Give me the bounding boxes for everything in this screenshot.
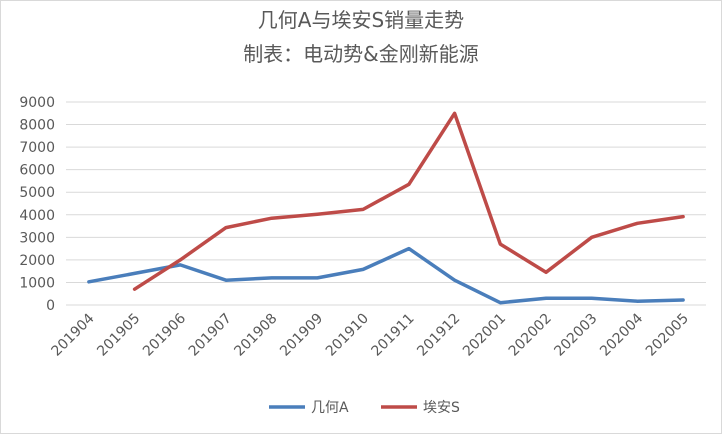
x-tick-label: 201907 bbox=[186, 311, 235, 360]
series-2 bbox=[132, 111, 685, 291]
x-tick-label: 202004 bbox=[597, 310, 646, 359]
x-tick-label: 202001 bbox=[460, 311, 509, 360]
x-tick-label: 201909 bbox=[277, 311, 326, 360]
x-tick-label: 202002 bbox=[506, 311, 555, 360]
y-tick-label: 4000 bbox=[19, 208, 55, 224]
x-axis: 2019042019052019062019072019082019092019… bbox=[49, 310, 692, 359]
chart-title: 几何A与埃安S销量走势 bbox=[257, 8, 465, 32]
x-tick-label: 201906 bbox=[140, 310, 189, 359]
y-tick-label: 2000 bbox=[19, 253, 55, 269]
y-tick-label: 3000 bbox=[19, 230, 55, 246]
chart-subtitle: 制表：电动势&金刚新能源 bbox=[243, 42, 479, 66]
legend: 几何A 埃安S bbox=[269, 400, 460, 416]
x-tick-label: 202005 bbox=[643, 311, 692, 360]
x-tick-label: 201904 bbox=[49, 310, 98, 359]
legend-label: 几何A bbox=[311, 400, 349, 416]
series-line bbox=[87, 246, 685, 305]
y-tick-label: 5000 bbox=[19, 185, 55, 201]
y-tick-label: 7000 bbox=[19, 140, 55, 156]
legend-label: 埃安S bbox=[423, 400, 460, 416]
x-tick-label: 201912 bbox=[414, 311, 463, 360]
series-1 bbox=[87, 246, 685, 305]
y-tick-label: 9000 bbox=[19, 95, 55, 111]
y-tick-label: 0 bbox=[46, 298, 55, 314]
x-tick-label: 201911 bbox=[369, 311, 418, 360]
y-axis: 0 1000 2000 3000 4000 5000 6000 7000 8000 9000 bbox=[19, 95, 55, 314]
gridlines bbox=[66, 101, 706, 306]
y-tick-label: 8000 bbox=[19, 118, 55, 134]
y-tick-label: 6000 bbox=[19, 163, 55, 179]
x-tick-label: 201910 bbox=[323, 311, 372, 360]
series-line bbox=[132, 111, 685, 291]
y-tick-label: 1000 bbox=[19, 275, 55, 291]
x-tick-label: 201905 bbox=[94, 311, 143, 360]
x-tick-label: 201908 bbox=[231, 311, 280, 360]
x-tick-label: 202003 bbox=[551, 311, 600, 360]
